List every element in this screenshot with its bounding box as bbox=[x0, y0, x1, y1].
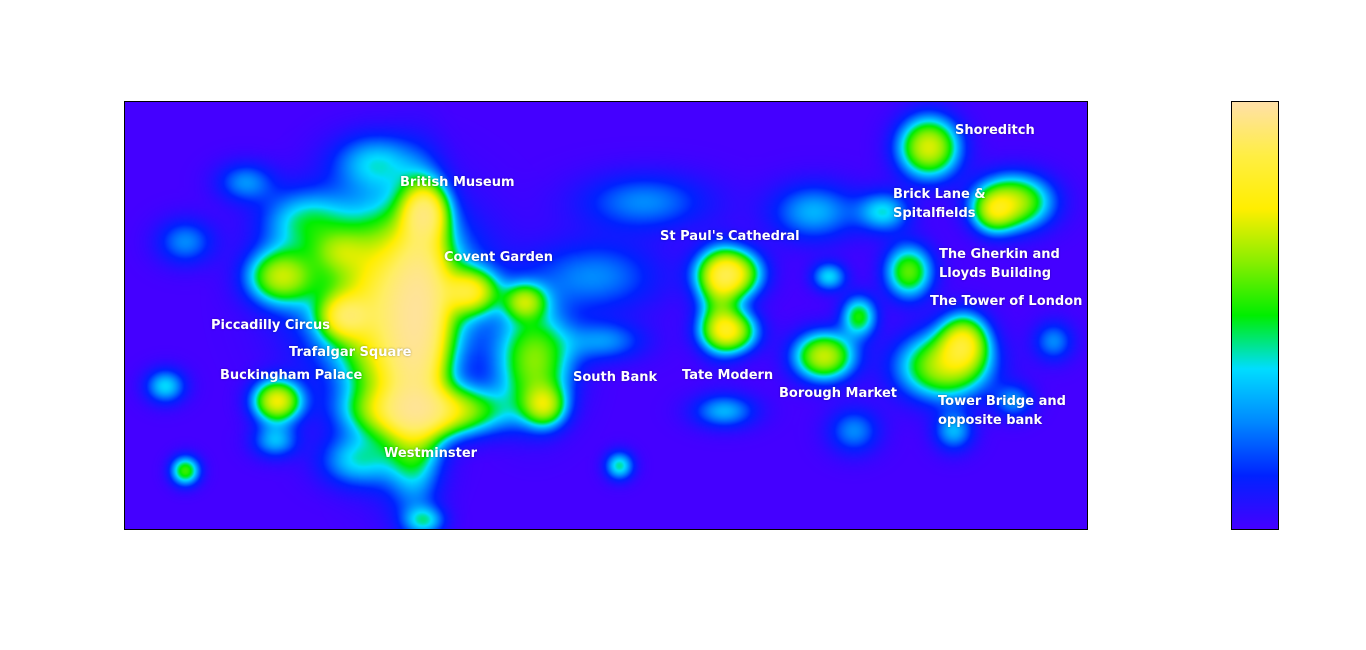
label-st-pauls: St Paul's Cathedral bbox=[660, 229, 800, 244]
label-south-bank: South Bank bbox=[573, 370, 658, 385]
label-brick-lane: Brick Lane & Spitalfields bbox=[893, 187, 986, 221]
label-tate-modern: Tate Modern bbox=[682, 368, 774, 383]
label-trafalgar: Trafalgar Square bbox=[289, 345, 412, 360]
label-borough-market: Borough Market bbox=[779, 386, 897, 401]
label-covent-garden: Covent Garden bbox=[444, 250, 553, 265]
label-tower-bridge: Tower Bridge and opposite bank bbox=[938, 394, 1066, 428]
label-gherkin: The Gherkin and Lloyds Building bbox=[939, 247, 1060, 281]
density-canvas bbox=[125, 102, 1087, 529]
label-british-museum: British Museum bbox=[400, 175, 515, 190]
label-buckingham: Buckingham Palace bbox=[220, 368, 363, 383]
label-westminster: Westminster bbox=[384, 446, 478, 461]
label-tower-of-london: The Tower of London bbox=[930, 294, 1083, 309]
color-scale-bar bbox=[1231, 101, 1279, 530]
label-shoreditch: Shoreditch bbox=[955, 123, 1035, 138]
heatmap-map bbox=[124, 101, 1088, 530]
label-piccadilly: Piccadilly Circus bbox=[211, 318, 330, 333]
